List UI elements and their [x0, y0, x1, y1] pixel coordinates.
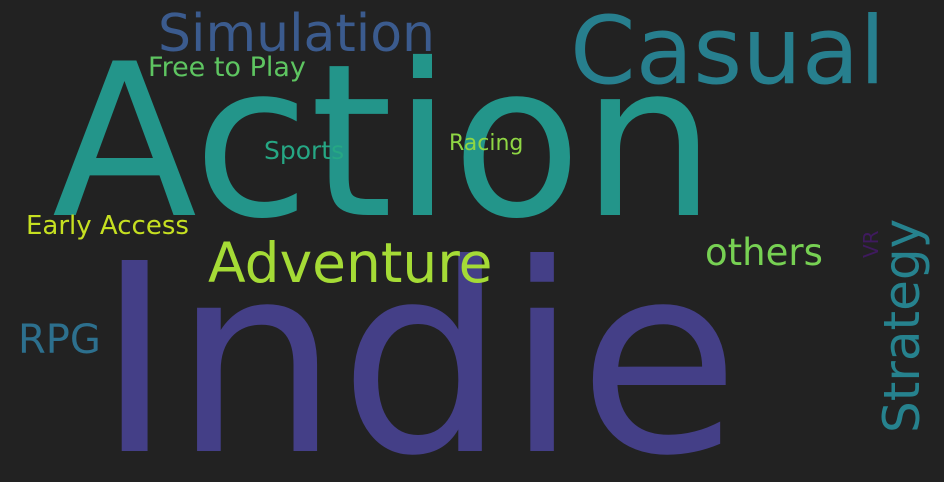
word-strategy: Strategy: [873, 218, 931, 433]
word-action: Action: [52, 18, 716, 265]
word-simulation: Simulation: [158, 4, 435, 64]
word-free-to-play: Free to Play: [148, 52, 306, 83]
word-early-access: Early Access: [26, 211, 189, 241]
word-casual: Casual: [570, 0, 886, 106]
word-racing: Racing: [449, 131, 524, 156]
word-rpg: RPG: [18, 317, 101, 363]
word-others: others: [705, 231, 823, 274]
word-vr: VR: [859, 230, 883, 258]
word-sports: Sports: [264, 136, 345, 165]
word-indie: Indie: [96, 208, 740, 482]
word-adventure: Adventure: [208, 231, 493, 295]
